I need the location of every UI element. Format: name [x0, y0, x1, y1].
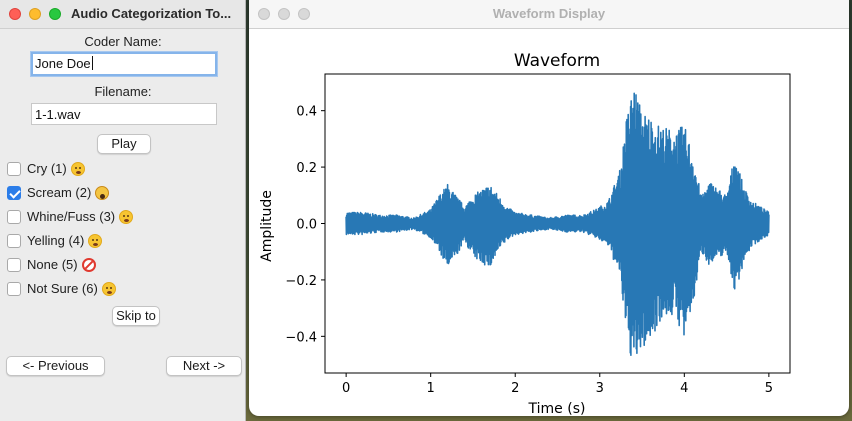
category-row[interactable]: Whine/Fuss (3) — [7, 209, 134, 225]
x-axis-label: Time (s) — [528, 401, 586, 416]
no-entry-icon — [81, 258, 96, 272]
waveform-window: Waveform Display Waveform 0 1 2 3 4 5 −0.4 −0.2… — [249, 0, 849, 416]
coder-name-label: Coder Name: — [84, 34, 162, 49]
zoom-window-button[interactable] — [49, 8, 61, 20]
category-checkbox[interactable] — [7, 186, 21, 200]
minimize-window-button[interactable] — [278, 8, 290, 20]
weary-face-icon — [119, 210, 134, 224]
minimize-window-button[interactable] — [29, 8, 41, 20]
x-tick-label: 2 — [511, 381, 519, 396]
next-button[interactable]: Next -> — [166, 356, 242, 376]
waveform-chart: Waveform 0 1 2 3 4 5 −0.4 −0.2 0.0 0.2 0.4 Time (s… — [259, 51, 791, 416]
category-checkbox[interactable] — [7, 234, 21, 248]
close-window-button[interactable] — [9, 8, 21, 20]
text-caret — [91, 56, 93, 70]
y-tick-label: 0.2 — [296, 161, 317, 176]
category-checkbox[interactable] — [7, 162, 21, 176]
zoom-window-button[interactable] — [298, 8, 310, 20]
category-label: None (5) — [27, 257, 78, 272]
x-tick-label: 4 — [680, 381, 688, 396]
chart-title: Waveform — [514, 51, 600, 71]
axis-ticks: 0 1 2 3 4 5 −0.4 −0.2 0.0 0.2 0.4 — [285, 105, 773, 396]
coder-name-value: Jone Doe — [35, 56, 91, 71]
previous-button[interactable]: <- Previous — [6, 356, 105, 376]
coder-name-input[interactable]: Jone Doe — [31, 52, 217, 76]
x-tick-label: 5 — [765, 381, 773, 396]
y-axis-label: Amplitude — [259, 190, 275, 262]
plot-area — [324, 73, 791, 374]
category-label: Scream (2) — [27, 185, 92, 200]
category-row[interactable]: Scream (2) — [7, 185, 110, 201]
skip-to-button[interactable]: Skip to — [112, 306, 160, 326]
window-title: Waveform Display — [492, 6, 606, 21]
categorization-titlebar: Audio Categorization To... — [0, 0, 245, 29]
category-label: Whine/Fuss (3) — [27, 209, 116, 224]
category-checkbox[interactable] — [7, 210, 21, 224]
thinking-face-icon — [101, 282, 116, 296]
y-tick-label: −0.4 — [285, 330, 317, 345]
category-label: Yelling (4) — [27, 233, 85, 248]
categorization-window: Audio Categorization To... Coder Name: J… — [0, 0, 246, 421]
crying-face-icon — [70, 162, 85, 176]
window-title: Audio Categorization To... — [71, 6, 232, 21]
filename-value: 1-1.wav — [35, 107, 81, 122]
category-label: Cry (1) — [27, 161, 67, 176]
screaming-face-icon — [95, 186, 110, 200]
category-row[interactable]: Cry (1) — [7, 161, 85, 177]
x-tick-label: 3 — [596, 381, 604, 396]
play-button[interactable]: Play — [97, 134, 151, 154]
y-tick-label: 0.0 — [296, 218, 317, 233]
open-mouth-face-icon — [88, 234, 103, 248]
waveform-titlebar: Waveform Display — [249, 0, 849, 29]
close-window-button[interactable] — [258, 8, 270, 20]
y-tick-label: 0.4 — [296, 105, 317, 120]
x-tick-label: 0 — [342, 381, 350, 396]
category-checkbox[interactable] — [7, 258, 21, 272]
category-label: Not Sure (6) — [27, 281, 98, 296]
filename-input[interactable]: 1-1.wav — [31, 103, 217, 125]
category-checkbox[interactable] — [7, 282, 21, 296]
category-row[interactable]: Not Sure (6) — [7, 281, 116, 297]
category-row[interactable]: None (5) — [7, 257, 96, 273]
y-tick-label: −0.2 — [285, 274, 317, 289]
waveform-line — [345, 92, 770, 356]
x-tick-label: 1 — [427, 381, 435, 396]
category-row[interactable]: Yelling (4) — [7, 233, 103, 249]
filename-label: Filename: — [94, 84, 152, 99]
